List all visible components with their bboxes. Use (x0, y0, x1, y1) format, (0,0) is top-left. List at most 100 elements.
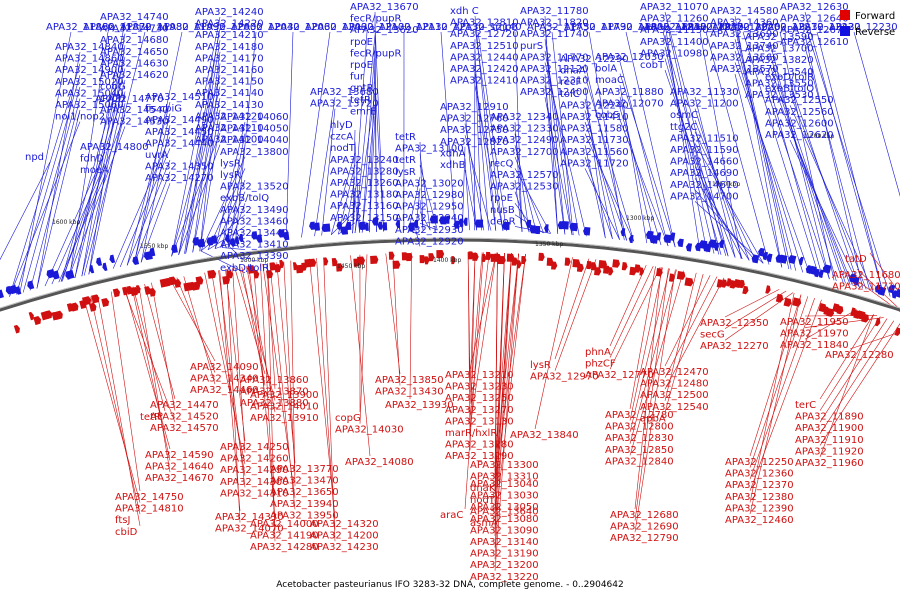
forward-gene-label: APA32_13250 (445, 393, 514, 404)
reverse-gene-label: cobT (640, 60, 665, 71)
forward-gene-arrow (634, 264, 641, 273)
forward-gene-label: APA32_13870 (240, 387, 309, 398)
reverse-gene-label: APA32_14160 (195, 65, 264, 76)
reverse-gene-label: APA32_11730 (560, 135, 629, 146)
reverse-gene-label: APA32_14610 (670, 180, 739, 191)
forward-gene-arrow (226, 270, 234, 279)
forward-gene-label: APA32_11970 (780, 329, 849, 340)
reverse-leader-line (694, 189, 757, 263)
forward-gene-arrow (608, 267, 614, 276)
forward-leader-line (819, 318, 888, 423)
reverse-gene-label: APA32_12490 (490, 135, 559, 146)
forward-gene-arrow (370, 255, 379, 264)
forward-leader-line (323, 257, 336, 542)
reverse-gene-label: APA32_12630 (780, 2, 849, 13)
reverse-gene-label: fis cbiG (145, 104, 182, 115)
tick-label: 1550 kbp (140, 243, 168, 250)
reverse-gene-label: APA32_13280 (330, 166, 399, 177)
forward-gene-label: APA32_12390 (725, 503, 794, 514)
forward-gene-arrow (861, 313, 869, 323)
reverse-gene-label: APA32_14440 (145, 138, 214, 149)
reverse-gene-label: tolC (560, 89, 580, 100)
forward-gene-arrow (775, 293, 784, 303)
forward-leader-line (494, 253, 512, 518)
forward-leader-line (392, 253, 401, 386)
forward-gene-label: APA32_14290 (220, 465, 289, 476)
reverse-gene-arrow (818, 269, 825, 279)
reverse-leader-line (664, 46, 715, 254)
forward-leader-line (494, 253, 519, 513)
reverse-gene-arrow (336, 221, 343, 230)
reverse-gene-label: APA32_12290 (560, 54, 629, 65)
reverse-leader-line (60, 56, 126, 282)
reverse-leader-line (619, 61, 669, 247)
reverse-leader-line (60, 114, 126, 282)
forward-gene-arrow (144, 286, 151, 295)
reverse-leader-line (199, 63, 221, 252)
reverse-gene-label: APA32_12410 (450, 76, 519, 87)
reverse-gene-arrow (620, 228, 626, 237)
forward-gene-label: APA32_14340 (190, 374, 259, 385)
reverse-gene-label: APA32_15020 (55, 77, 124, 88)
reverse-gene-label: APA32_11330 (670, 87, 739, 98)
reverse-leader-line (199, 121, 221, 252)
forward-leader-line (629, 269, 677, 444)
tick-label: 1500 kbp (240, 257, 268, 264)
forward-gene-label: APA32_14590 (145, 450, 214, 461)
reverse-gene-label: APA32_13560 (710, 52, 779, 63)
reverse-gene-label: APA32_12610 (780, 37, 849, 48)
reverse-gene-label: APA32_12640 (780, 14, 849, 25)
forward-gene-label: APA32_14320 (310, 519, 379, 530)
forward-gene-label: APA32_14200 (310, 531, 379, 542)
reverse-gene-label: APA32_12760 (440, 114, 509, 125)
reverse-leader-line (221, 133, 246, 248)
reverse-gene-label: deoR (490, 216, 516, 227)
reverse-gene-label: exbD/tolR (765, 72, 814, 83)
reverse-leader-line (74, 21, 126, 279)
forward-leader-line (290, 260, 296, 487)
forward-leader-line (664, 276, 718, 378)
forward-gene-arrow (721, 279, 728, 288)
reverse-leader-line (133, 171, 171, 264)
reverse-gene-label: purS (520, 41, 543, 52)
reverse-gene-arrow (888, 284, 896, 294)
tick-label: 1300 kbp (626, 215, 654, 222)
forward-gene-label: APA32_13900 (250, 390, 319, 401)
reverse-leader-line (67, 126, 126, 280)
reverse-gene-label: smpB (490, 22, 518, 33)
reverse-gene-label: APA32_12940 (395, 213, 464, 224)
genome-backbone (0, 237, 900, 312)
reverse-leader-line (816, 31, 884, 295)
reverse-gene-label: APA32_13670 (350, 2, 419, 13)
reverse-leader-line (419, 153, 431, 231)
reverse-gene-label: APA32_11790 (564, 22, 633, 33)
reverse-leader-line (668, 31, 720, 255)
reverse-gene-arrow (474, 219, 484, 228)
forward-gene-label: APA32_13880 (240, 398, 309, 409)
reverse-leader-line (200, 156, 246, 252)
forward-gene-label: APA32_13640 (470, 506, 539, 517)
reverse-gene-arrow (560, 221, 569, 230)
forward-gene-label: tetR (140, 412, 161, 423)
forward-gene-arrow (511, 257, 518, 266)
reverse-gene-arrow (758, 247, 765, 257)
forward-leader-line (749, 292, 795, 503)
reverse-gene-label: APA32_11750 (527, 22, 596, 33)
reverse-gene-label: APA32_14170 (195, 53, 264, 64)
forward-gene-arrow (89, 302, 97, 312)
reverse-leader-line (171, 74, 221, 257)
reverse-leader-line (789, 116, 846, 284)
forward-leader-line (849, 331, 900, 350)
reverse-leader-line (514, 179, 523, 232)
forward-gene-label: APA32_12540 (640, 402, 709, 413)
forward-leader-line (260, 264, 276, 530)
reverse-leader-line (408, 176, 421, 231)
reverse-leader-line (625, 31, 676, 248)
reverse-gene-label: APA32_14180 (195, 42, 264, 53)
reverse-gene-label: APA32_12700 (490, 147, 559, 158)
reverse-gene-arrow (224, 234, 231, 243)
reverse-leader-line (184, 31, 220, 254)
reverse-gene-arrow (321, 223, 331, 233)
reverse-leader-line (354, 199, 361, 233)
reverse-gene-arrow (9, 284, 18, 295)
